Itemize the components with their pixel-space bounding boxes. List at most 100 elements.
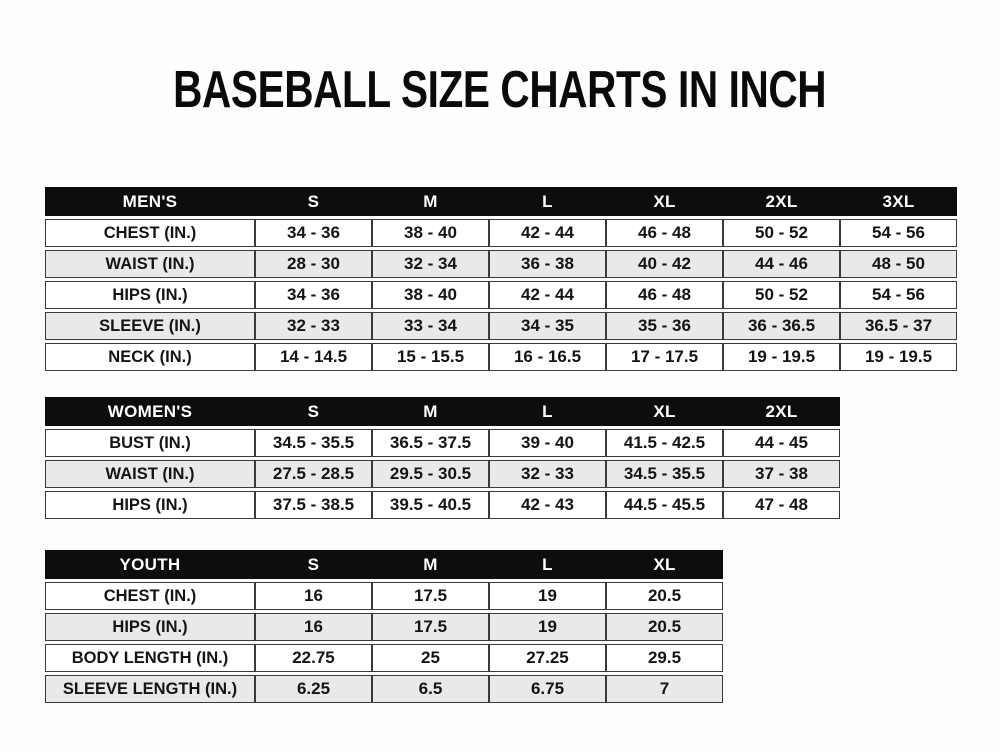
size-value-cell: 6.75 <box>489 675 606 704</box>
table-row: CHEST (IN.) 34 - 36 38 - 40 42 - 44 46 - 48 5… <box>45 219 957 248</box>
size-value-cell: 17.5 <box>372 582 489 611</box>
size-value-cell: 44 - 45 <box>723 429 840 458</box>
size-value-cell: 6.5 <box>372 675 489 704</box>
size-column-header: S <box>255 187 372 217</box>
table-row: BUST (IN.) 34.5 - 35.5 36.5 - 37.5 39 - 40 4… <box>45 429 840 458</box>
size-column-header: M <box>372 550 489 580</box>
size-value-cell: 27.25 <box>489 644 606 673</box>
table-title-cell: MEN'S <box>45 187 255 217</box>
size-value-cell: 17.5 <box>372 613 489 642</box>
size-column-header: L <box>489 550 606 580</box>
size-column-header: S <box>255 550 372 580</box>
size-value-cell: 36.5 - 37.5 <box>372 429 489 458</box>
size-value-cell: 14 - 14.5 <box>255 343 372 372</box>
size-value-cell: 42 - 44 <box>489 219 606 248</box>
womens-size-table: WOMEN'S S M L XL 2XL BUST (IN.) 34.5 - 35.5 36.5… <box>45 394 840 522</box>
table-row: HIPS (IN.) 16 17.5 19 20.5 <box>45 613 723 642</box>
size-column-header: M <box>372 397 489 427</box>
size-value-cell: 33 - 34 <box>372 312 489 341</box>
table-row: BODY LENGTH (IN.) 22.75 25 27.25 29.5 <box>45 644 723 673</box>
youth-size-table: YOUTH S M L XL CHEST (IN.) 16 17.5 19 20.5 HIPS (I… <box>45 547 723 706</box>
size-value-cell: 34.5 - 35.5 <box>606 460 723 489</box>
measurement-label-cell: CHEST (IN.) <box>45 219 255 248</box>
size-value-cell: 17 - 17.5 <box>606 343 723 372</box>
table-row: WAIST (IN.) 27.5 - 28.5 29.5 - 30.5 32 - 33… <box>45 460 840 489</box>
size-value-cell: 16 <box>255 582 372 611</box>
table-title-cell: YOUTH <box>45 550 255 580</box>
size-value-cell: 46 - 48 <box>606 219 723 248</box>
measurement-label-cell: NECK (IN.) <box>45 343 255 372</box>
size-value-cell: 37 - 38 <box>723 460 840 489</box>
measurement-label-cell: SLEEVE LENGTH (IN.) <box>45 675 255 704</box>
size-value-cell: 22.75 <box>255 644 372 673</box>
size-value-cell: 7 <box>606 675 723 704</box>
size-value-cell: 28 - 30 <box>255 250 372 279</box>
table-row: HIPS (IN.) 37.5 - 38.5 39.5 - 40.5 42 - 43 4… <box>45 491 840 520</box>
table-row: SLEEVE LENGTH (IN.) 6.25 6.5 6.75 7 <box>45 675 723 704</box>
tables-container: MEN'S S M L XL 2XL 3XL CHEST (IN.) 34 - 36 38 - 4… <box>0 184 1000 706</box>
size-value-cell: 47 - 48 <box>723 491 840 520</box>
size-value-cell: 19 - 19.5 <box>723 343 840 372</box>
size-column-header: XL <box>606 550 723 580</box>
table-title-cell: WOMEN'S <box>45 397 255 427</box>
size-column-header: L <box>489 397 606 427</box>
size-value-cell: 29.5 <box>606 644 723 673</box>
size-value-cell: 34.5 - 35.5 <box>255 429 372 458</box>
size-value-cell: 20.5 <box>606 613 723 642</box>
size-value-cell: 50 - 52 <box>723 281 840 310</box>
table-row: NECK (IN.) 14 - 14.5 15 - 15.5 16 - 16.5 17 … <box>45 343 957 372</box>
size-value-cell: 44 - 46 <box>723 250 840 279</box>
size-value-cell: 40 - 42 <box>606 250 723 279</box>
table-row: WAIST (IN.) 28 - 30 32 - 34 36 - 38 40 - 42 4… <box>45 250 957 279</box>
size-value-cell: 54 - 56 <box>840 219 957 248</box>
size-column-header: XL <box>606 187 723 217</box>
size-value-cell: 36 - 36.5 <box>723 312 840 341</box>
size-value-cell: 42 - 44 <box>489 281 606 310</box>
page-title: BASEBALL SIZE CHARTS IN INCH <box>0 0 1000 119</box>
size-value-cell: 34 - 36 <box>255 281 372 310</box>
measurement-label-cell: HIPS (IN.) <box>45 613 255 642</box>
size-value-cell: 54 - 56 <box>840 281 957 310</box>
size-value-cell: 20.5 <box>606 582 723 611</box>
size-value-cell: 36.5 - 37 <box>840 312 957 341</box>
size-value-cell: 15 - 15.5 <box>372 343 489 372</box>
page-title-text: BASEBALL SIZE CHARTS IN INCH <box>173 61 827 119</box>
size-value-cell: 38 - 40 <box>372 281 489 310</box>
size-column-header: XL <box>606 397 723 427</box>
mens-header-row: MEN'S S M L XL 2XL 3XL <box>45 187 957 217</box>
size-column-header: S <box>255 397 372 427</box>
measurement-label-cell: BUST (IN.) <box>45 429 255 458</box>
table-row: CHEST (IN.) 16 17.5 19 20.5 <box>45 582 723 611</box>
size-value-cell: 32 - 33 <box>255 312 372 341</box>
size-value-cell: 39 - 40 <box>489 429 606 458</box>
size-value-cell: 37.5 - 38.5 <box>255 491 372 520</box>
table-row: HIPS (IN.) 34 - 36 38 - 40 42 - 44 46 - 48 50… <box>45 281 957 310</box>
size-value-cell: 36 - 38 <box>489 250 606 279</box>
measurement-label-cell: WAIST (IN.) <box>45 250 255 279</box>
size-value-cell: 48 - 50 <box>840 250 957 279</box>
size-value-cell: 32 - 33 <box>489 460 606 489</box>
size-value-cell: 27.5 - 28.5 <box>255 460 372 489</box>
size-value-cell: 41.5 - 42.5 <box>606 429 723 458</box>
size-value-cell: 46 - 48 <box>606 281 723 310</box>
size-column-header: L <box>489 187 606 217</box>
size-value-cell: 25 <box>372 644 489 673</box>
size-column-header: 2XL <box>723 397 840 427</box>
size-value-cell: 42 - 43 <box>489 491 606 520</box>
size-column-header: 2XL <box>723 187 840 217</box>
size-value-cell: 19 - 19.5 <box>840 343 957 372</box>
measurement-label-cell: HIPS (IN.) <box>45 491 255 520</box>
size-value-cell: 34 - 35 <box>489 312 606 341</box>
measurement-label-cell: SLEEVE (IN.) <box>45 312 255 341</box>
size-value-cell: 16 - 16.5 <box>489 343 606 372</box>
size-value-cell: 19 <box>489 613 606 642</box>
size-value-cell: 19 <box>489 582 606 611</box>
size-value-cell: 6.25 <box>255 675 372 704</box>
size-value-cell: 35 - 36 <box>606 312 723 341</box>
size-value-cell: 39.5 - 40.5 <box>372 491 489 520</box>
size-value-cell: 38 - 40 <box>372 219 489 248</box>
size-column-header: 3XL <box>840 187 957 217</box>
measurement-label-cell: HIPS (IN.) <box>45 281 255 310</box>
size-value-cell: 16 <box>255 613 372 642</box>
